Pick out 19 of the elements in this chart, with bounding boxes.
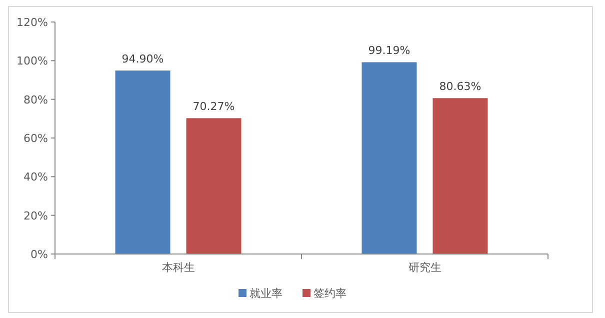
data-label: 70.27% — [192, 100, 235, 114]
legend-label: 签约率 — [314, 287, 346, 300]
data-label: 99.19% — [368, 44, 410, 58]
bar — [432, 98, 488, 254]
x-tick-label: 研究生 — [408, 261, 442, 274]
y-tick-label: 20% — [24, 209, 48, 222]
data-label: 94.90% — [122, 52, 164, 66]
bar — [362, 62, 417, 254]
y-tick-label: 80% — [24, 93, 48, 106]
legend-label: 就业率 — [250, 287, 282, 300]
y-tick-label: 120% — [16, 16, 48, 29]
bar — [115, 70, 170, 254]
bar — [186, 118, 242, 254]
y-tick-label: 100% — [16, 54, 48, 68]
data-label: 80.63% — [439, 80, 482, 94]
y-tick-label: 60% — [24, 132, 48, 145]
y-tick-label: 0% — [30, 248, 48, 261]
x-tick-label: 本科生 — [162, 261, 195, 274]
y-tick-label: 40% — [24, 170, 48, 184]
